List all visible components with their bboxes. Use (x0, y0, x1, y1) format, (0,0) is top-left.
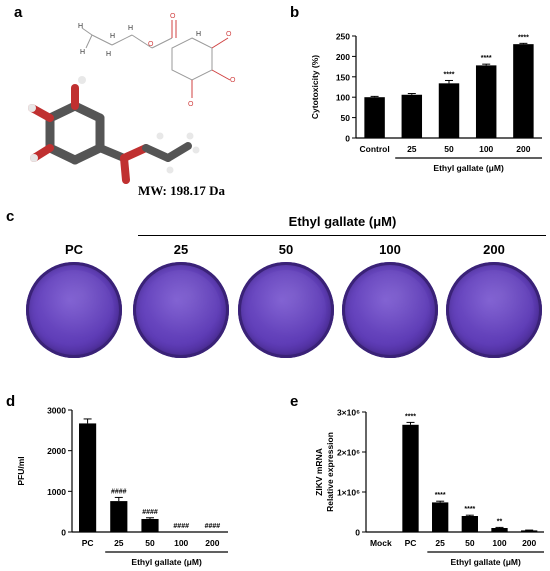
y-tick-label: 1000 (47, 487, 66, 497)
y-axis-label: PFU/ml (16, 456, 26, 485)
panel-c-group-line (138, 235, 546, 236)
plaque-plate-200 (446, 262, 542, 358)
y-axis-label: Cytotoxicity (%) (310, 55, 320, 119)
bar (79, 423, 97, 532)
bar (513, 44, 534, 138)
x-tick-label: PC (82, 538, 94, 548)
y-tick-label: 100 (336, 93, 350, 103)
y-tick-label: 250 (336, 32, 350, 42)
x-tick-label: Control (359, 144, 389, 154)
y-tick-label: 3000 (47, 406, 66, 416)
x-tick-label: 50 (465, 538, 475, 548)
x-tick-label: 100 (174, 538, 188, 548)
y-axis-label: Relative expression (325, 432, 335, 512)
significance-label: #### (205, 523, 221, 530)
cytotoxicity-bar-chart: 0 50 100 150 200 250 Cytotoxicity (%) Control 25… (310, 32, 542, 173)
bar (521, 530, 538, 532)
x-axis-label: Ethyl gallate (μM) (450, 557, 521, 567)
x-tick-label: 100 (479, 144, 493, 154)
ball-and-stick-molecule (28, 76, 200, 184)
svg-text:O: O (188, 101, 194, 108)
plaque-plate-100 (342, 262, 438, 358)
y-tick-label: 200 (336, 52, 350, 62)
x-tick-label: PC (405, 538, 417, 548)
plate-label-50: 50 (278, 242, 294, 257)
significance-label: **** (435, 492, 446, 499)
svg-text:O: O (148, 41, 154, 48)
bar (475, 65, 497, 138)
panel-letter-e: e (290, 393, 299, 410)
x-tick-label: Mock (370, 538, 392, 548)
zikv-mrna-bar-chart: 0 1×10⁶ 2×10⁶ 3×10⁶ ZIKV mRNA Relative expres… (314, 408, 544, 567)
svg-text:H: H (106, 51, 111, 58)
y-tick-label: 2×10⁶ (337, 448, 360, 458)
bar (110, 501, 128, 532)
bar (364, 97, 385, 138)
x-tick-label: 50 (444, 144, 454, 154)
x-tick-label: 50 (145, 538, 155, 548)
x-tick-label: 200 (205, 538, 219, 548)
x-axis-label: Ethyl gallate (μM) (433, 163, 504, 173)
significance-label: **** (444, 71, 455, 78)
plaque-plate-25 (133, 262, 229, 358)
significance-label: **** (405, 413, 416, 420)
x-axis-label: Ethyl gallate (μM) (131, 557, 202, 567)
significance-label: #### (173, 523, 189, 530)
x-tick-label: 25 (114, 538, 124, 548)
svg-text:H: H (128, 25, 133, 32)
wireframe-molecule (81, 20, 231, 98)
significance-label: **** (464, 506, 475, 513)
plate-label-200: 200 (483, 242, 505, 257)
bar (141, 518, 159, 532)
panel-letter-c: c (6, 208, 15, 225)
significance-label: **** (518, 34, 529, 41)
svg-text:H: H (80, 49, 85, 56)
y-tick-label: 1×10⁶ (337, 488, 360, 498)
plate-label-pc: PC (64, 242, 84, 257)
bar (402, 424, 419, 532)
x-tick-label: 25 (407, 144, 417, 154)
svg-text:H: H (196, 31, 201, 38)
panel-letter-d: d (6, 393, 16, 410)
panel-letter-b: b (290, 4, 300, 21)
y-tick-label: 2000 (47, 446, 66, 456)
panel-letter-a: a (14, 4, 23, 21)
svg-text:O: O (170, 13, 176, 20)
pfu-bar-chart: 0 1000 2000 3000 PFU/ml PC #### 25 #### 50 #### 100… (16, 406, 228, 567)
y-tick-label: 0 (345, 134, 350, 144)
plaque-plate-pc (26, 262, 122, 358)
x-tick-label: 200 (516, 144, 530, 154)
significance-label: ** (497, 518, 503, 525)
x-tick-label: 25 (435, 538, 445, 548)
svg-text:H: H (78, 23, 83, 30)
plate-label-100: 100 (379, 242, 401, 257)
x-tick-label: 200 (522, 538, 536, 548)
y-tick-label: 0 (61, 528, 66, 538)
svg-text:O: O (230, 77, 236, 84)
bar (432, 502, 449, 532)
wireframe-atom-labels: H H H H H O O H O O O (78, 13, 236, 108)
bar (491, 528, 508, 532)
svg-text:O: O (226, 31, 232, 38)
svg-text:H: H (110, 33, 115, 40)
y-tick-label: 0 (355, 528, 360, 538)
bar (461, 516, 478, 532)
bar (438, 83, 460, 138)
molecular-weight-label: MW: 198.17 Da (138, 183, 226, 198)
plate-label-25: 25 (173, 242, 189, 257)
y-tick-label: 150 (336, 72, 350, 82)
panel-c-group-label: Ethyl gallate (μM) (288, 214, 397, 229)
significance-label: #### (142, 509, 158, 516)
y-tick-label: 3×10⁶ (337, 408, 360, 418)
significance-label: **** (481, 55, 492, 62)
x-tick-label: 100 (492, 538, 506, 548)
significance-label: #### (111, 488, 127, 495)
plaque-plate-50 (238, 262, 334, 358)
bar (401, 94, 423, 138)
y-axis-label: ZIKV mRNA (314, 448, 324, 496)
ethyl-gallate-structure: H H H H H O O H O O O (28, 13, 236, 184)
y-tick-label: 50 (341, 113, 351, 123)
